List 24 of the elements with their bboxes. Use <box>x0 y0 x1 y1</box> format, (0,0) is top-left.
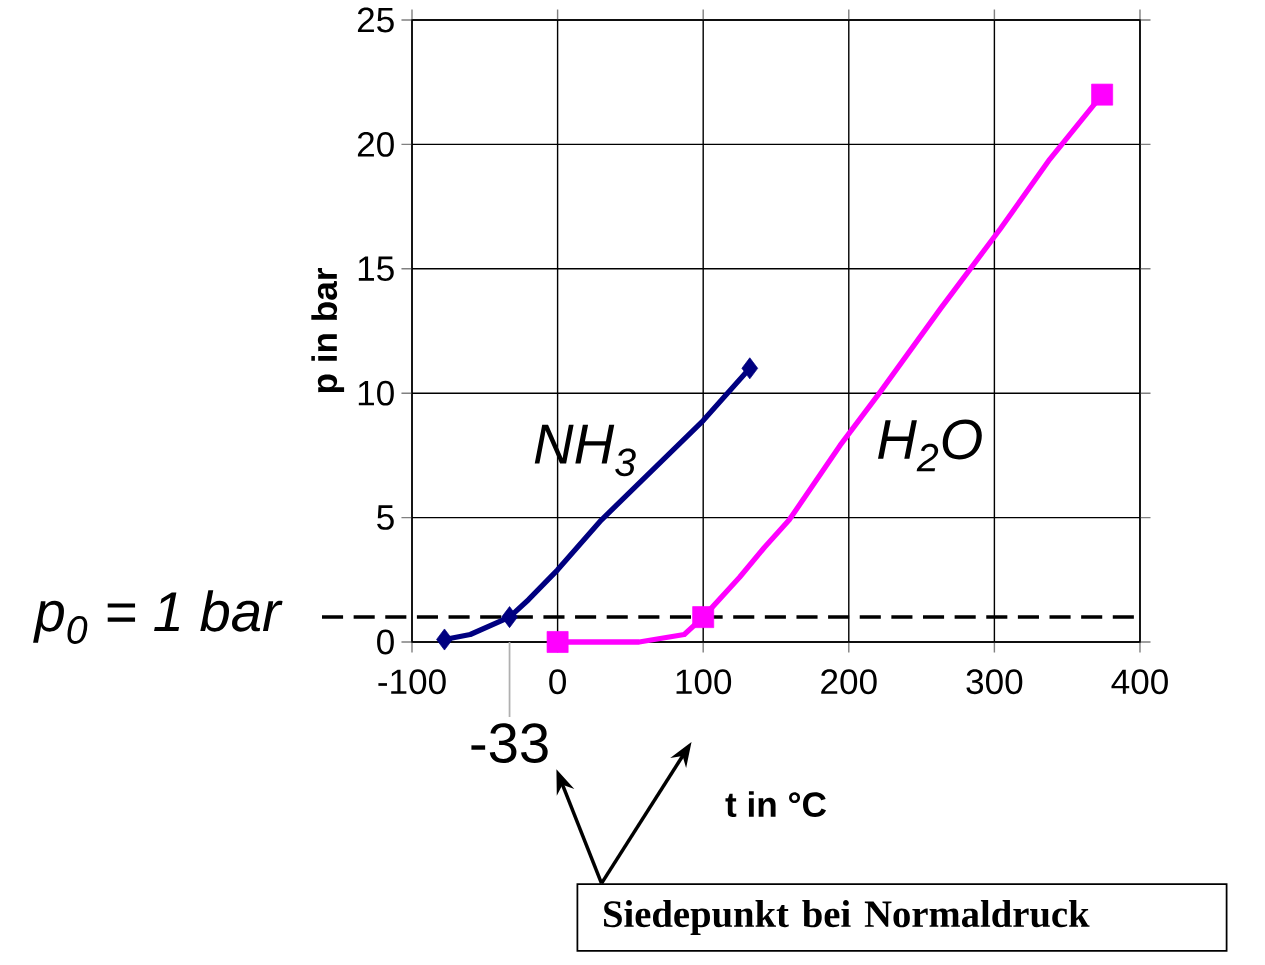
point <box>501 606 518 628</box>
y-tick-label: 0 <box>377 629 394 655</box>
point <box>546 631 569 653</box>
x-tick-label: 200 <box>821 669 877 695</box>
y-tick-label: 20 <box>357 131 394 157</box>
point <box>692 606 715 628</box>
point <box>436 628 453 651</box>
y-axis-title: p in bar <box>311 268 345 393</box>
annotation: H$_{2}$O <box>878 419 982 472</box>
ref-line-label: -33 <box>471 723 548 764</box>
text: Siedepunkt bei Normaldruck <box>604 900 1090 936</box>
point <box>1091 83 1114 106</box>
ref-line-label: p$_{0}$ = 1 bar <box>33 590 283 644</box>
x-tick-label: 100 <box>676 669 732 695</box>
x-tick-label: -100 <box>378 669 446 695</box>
y-tick-label: 15 <box>358 256 394 282</box>
y-tick-label: 25 <box>357 7 394 33</box>
x-tick-label: 400 <box>1111 669 1168 695</box>
point <box>741 357 759 380</box>
x-tick-label: 0 <box>549 669 566 695</box>
x-axis-title: t in °C <box>725 791 826 818</box>
y-tick-label: 5 <box>377 505 394 530</box>
x-tick-label: 300 <box>966 669 1023 695</box>
y-tick-label: 10 <box>358 380 394 406</box>
